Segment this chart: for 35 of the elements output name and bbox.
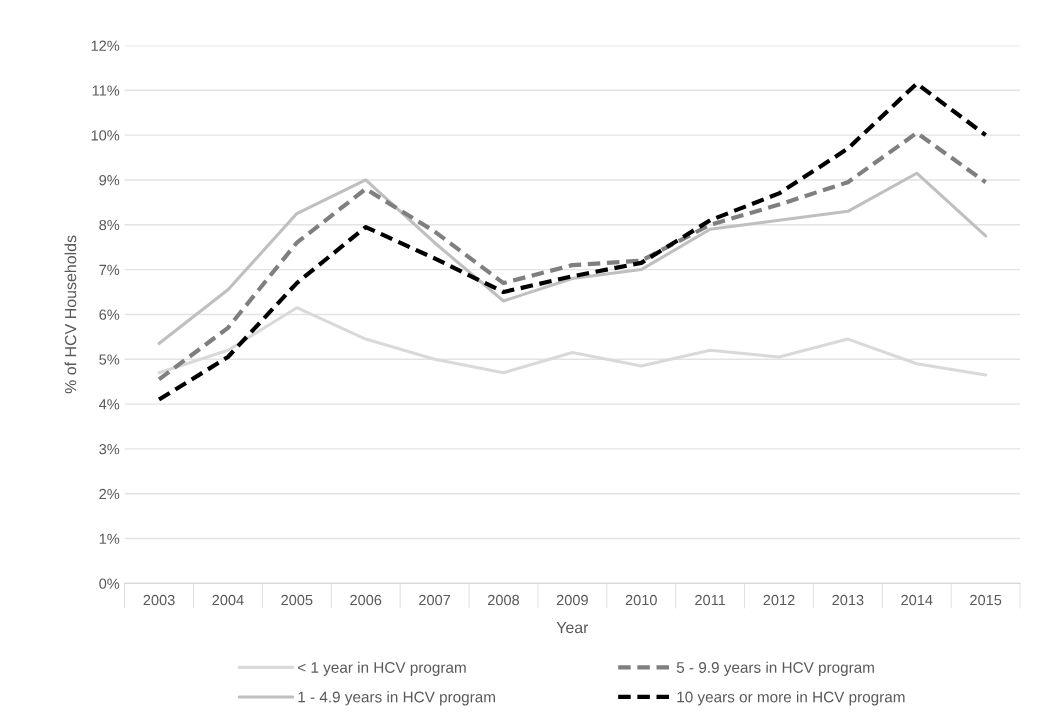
y-tick-label: 7% bbox=[99, 264, 120, 275]
x-tick-label: 2014 bbox=[901, 594, 933, 606]
y-tick-label: 1% bbox=[99, 533, 120, 544]
x-tick-label: 2009 bbox=[556, 594, 588, 606]
y-tick-label: 5% bbox=[99, 354, 120, 365]
y-tick-label: 6% bbox=[99, 309, 120, 320]
y-tick-label: 0% bbox=[99, 578, 120, 589]
x-tick-label: 2012 bbox=[763, 594, 795, 606]
y-tick-label: 4% bbox=[99, 399, 120, 410]
y-tick-label: 3% bbox=[99, 444, 120, 455]
legend-label: 1 - 4.9 years in HCV program bbox=[298, 691, 495, 706]
line-series bbox=[156, 130, 988, 382]
x-tick-label: 2005 bbox=[281, 594, 313, 606]
y-tick-label: 8% bbox=[99, 219, 120, 231]
x-tick-label: 2013 bbox=[832, 594, 864, 606]
x-tick-label: 2006 bbox=[350, 594, 382, 606]
y-tick-label: 2% bbox=[99, 488, 120, 500]
y-axis-title: % of HCV Households bbox=[64, 235, 77, 394]
legend-label: 10 years or more in HCV program bbox=[677, 691, 905, 706]
x-tick-label: 2008 bbox=[487, 594, 520, 606]
x-tick-label: 2010 bbox=[625, 594, 657, 606]
line-series bbox=[156, 81, 988, 402]
x-axis-title: Year bbox=[556, 622, 589, 634]
line-series bbox=[157, 171, 988, 346]
x-tick-label: 2011 bbox=[695, 594, 726, 606]
legend-label: < 1 year in HCV program bbox=[298, 661, 466, 676]
y-tick-label: 12% bbox=[91, 40, 120, 51]
x-tick-label: 2015 bbox=[970, 594, 1002, 606]
y-tick-label: 10% bbox=[91, 130, 120, 141]
x-tick-label: 2003 bbox=[143, 594, 175, 606]
legend-label: 5 - 9.9 years in HCV program bbox=[676, 661, 874, 676]
y-tick-label: 11% bbox=[92, 85, 120, 96]
x-tick-label: 2007 bbox=[419, 594, 451, 606]
y-tick-label: 9% bbox=[99, 175, 120, 186]
x-tick-label: 2004 bbox=[212, 594, 244, 606]
